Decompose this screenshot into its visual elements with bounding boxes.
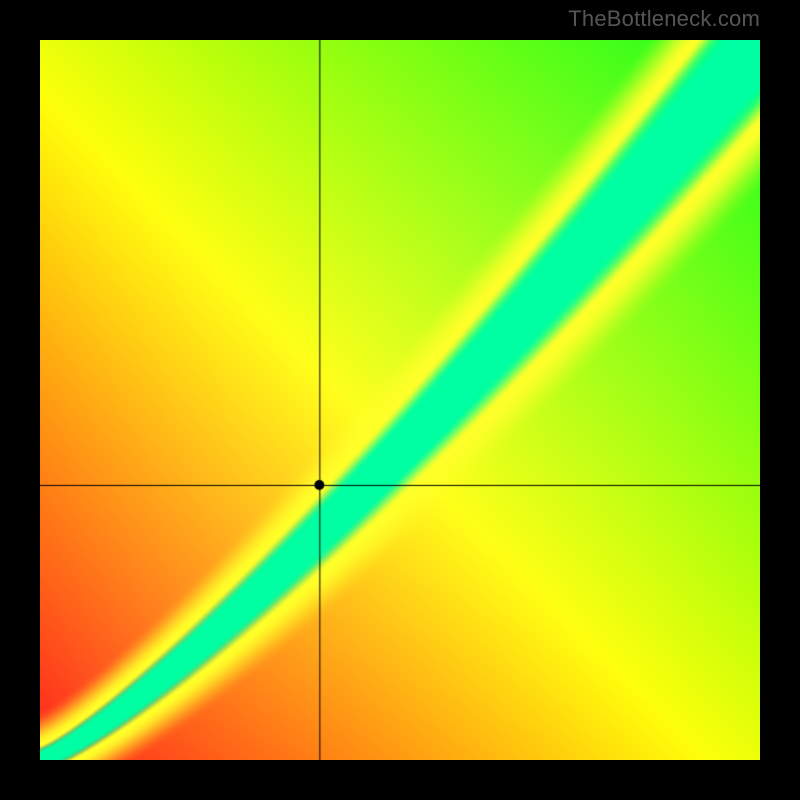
heatmap-canvas: [40, 40, 760, 760]
watermark-text: TheBottleneck.com: [568, 6, 760, 32]
heatmap-frame: [40, 40, 760, 760]
page-root: TheBottleneck.com: [0, 0, 800, 800]
